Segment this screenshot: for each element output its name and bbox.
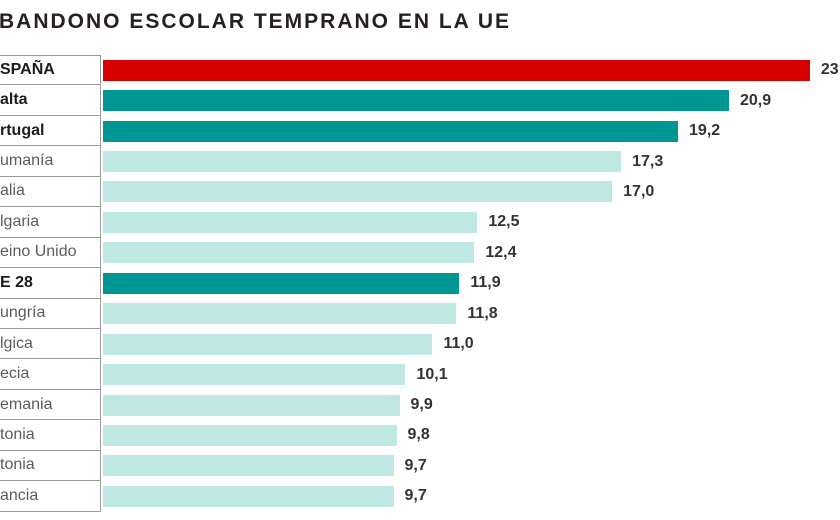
value-label: 10,1 [416, 365, 448, 383]
table-row: ancia 9,7 [0, 481, 840, 512]
value-label: 19,2 [689, 122, 721, 140]
chart-title: BANDONO ESCOLAR TEMPRANO EN LA UE [0, 10, 512, 33]
row-label: E 28 [0, 268, 101, 299]
bar [103, 303, 457, 325]
value-label: 23 [820, 61, 839, 79]
row-label: tonia [0, 420, 101, 451]
row-label: alia [0, 176, 101, 208]
bar [103, 59, 810, 81]
bar-area: 9,8 [101, 420, 840, 450]
value-label: 12,4 [485, 243, 517, 261]
table-row: ecia 10,1 [0, 359, 840, 390]
value-label: 17,0 [623, 182, 655, 200]
bar-area: 12,5 [101, 207, 840, 237]
value-label: 9,8 [407, 426, 430, 444]
table-row: tonia 9,8 [0, 420, 840, 451]
value-label: 9,9 [410, 396, 433, 414]
value-label: 11,8 [467, 304, 498, 322]
value-label: 20,9 [739, 91, 772, 109]
bar [103, 181, 613, 203]
table-row: lgica 11,0 [0, 328, 840, 360]
row-label: lgica [0, 328, 101, 360]
bar-area: 23 [101, 55, 840, 85]
bar [103, 120, 679, 142]
row-label: SPAÑA [0, 55, 101, 86]
row-label: emania [0, 389, 101, 421]
bar [103, 424, 397, 446]
bar-area: 9,9 [101, 390, 840, 420]
bar-area: 17,0 [101, 177, 840, 207]
row-label: alta [0, 85, 101, 116]
row-label: ungría [0, 298, 101, 329]
bar [103, 272, 460, 294]
value-label: 12,5 [488, 213, 520, 231]
table-row: umanía 17,3 [0, 146, 840, 177]
bar [103, 394, 400, 416]
value-label: 9,7 [404, 487, 427, 505]
value-label: 11,0 [443, 335, 474, 353]
bar [103, 242, 475, 264]
bar-area: 11,0 [101, 329, 840, 359]
bar-area: 11,8 [101, 299, 840, 329]
row-label: ecia [0, 359, 101, 390]
bar-area: 9,7 [101, 481, 840, 511]
bar-area: 20,9 [101, 85, 840, 115]
table-row: tonia 9,7 [0, 450, 840, 482]
table-row: emania 9,9 [0, 389, 840, 421]
bar-area: 12,4 [101, 238, 840, 268]
bar [103, 485, 394, 507]
table-row: alia 17,0 [0, 176, 840, 208]
bar [103, 151, 622, 173]
row-label: eino Unido [0, 237, 101, 269]
table-row: eino Unido 12,4 [0, 237, 840, 269]
bar-area: 10,1 [101, 359, 840, 389]
value-label: 17,3 [632, 152, 664, 170]
bar-area: 19,2 [101, 116, 840, 146]
row-label: rtugal [0, 115, 101, 147]
bar [103, 211, 478, 233]
table-row: E 28 11,9 [0, 268, 840, 299]
bar-area: 9,7 [101, 451, 840, 481]
table-row: rtugal 19,2 [0, 115, 840, 147]
bar [103, 333, 433, 355]
bar-area: 17,3 [101, 146, 840, 176]
bar [103, 455, 394, 477]
table-row: lgaria 12,5 [0, 207, 840, 238]
value-label: 9,7 [404, 456, 427, 474]
row-label: tonia [0, 450, 101, 482]
row-label: ancia [0, 481, 101, 512]
row-label: umanía [0, 146, 101, 177]
row-label: lgaria [0, 207, 101, 238]
bar-rows: SPAÑA 23 alta 20,9 rtugal 19,2 umanía 17,3 alia 1… [0, 55, 840, 512]
value-label: 11,9 [470, 274, 501, 292]
table-row: ungría 11,8 [0, 298, 840, 329]
bar [103, 364, 406, 386]
table-row: alta 20,9 [0, 85, 840, 116]
table-row: SPAÑA 23 [0, 55, 840, 86]
bar-area: 11,9 [101, 268, 840, 298]
bar [103, 90, 729, 112]
